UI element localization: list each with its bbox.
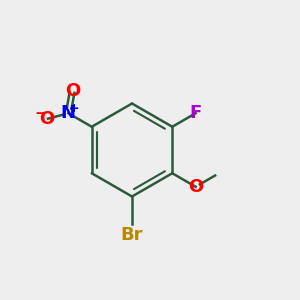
Text: O: O: [188, 178, 203, 196]
Text: N: N: [61, 104, 76, 122]
Text: Br: Br: [121, 226, 143, 244]
Text: O: O: [64, 82, 80, 100]
Text: F: F: [190, 104, 202, 122]
Text: O: O: [39, 110, 54, 128]
Text: +: +: [69, 102, 80, 115]
Text: −: −: [34, 106, 47, 121]
